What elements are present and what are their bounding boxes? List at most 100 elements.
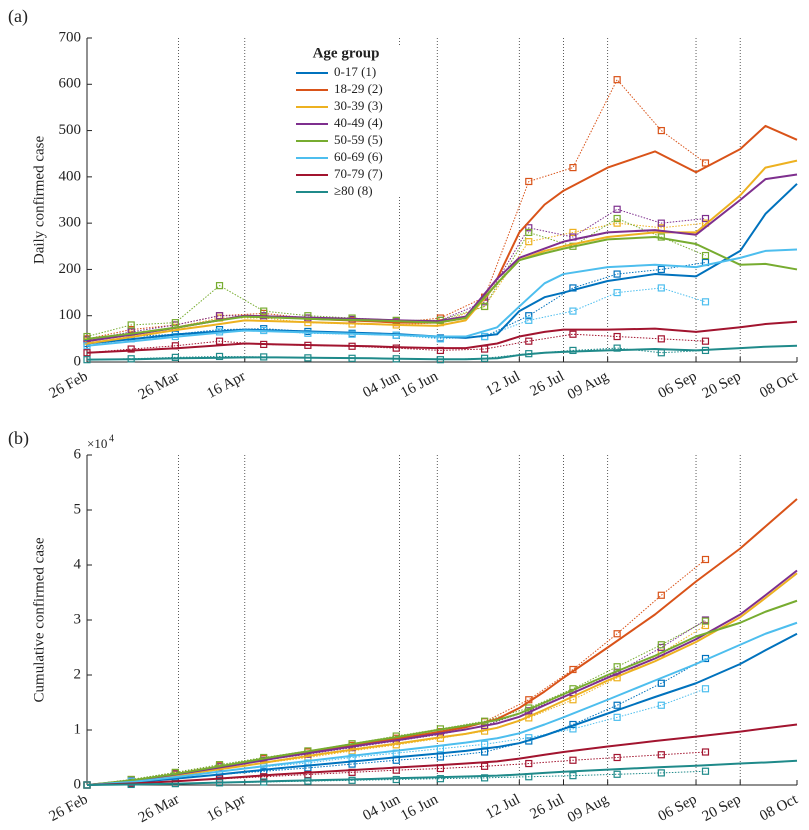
observed-marker xyxy=(701,748,710,756)
observed-marker xyxy=(613,205,621,213)
observed-marker xyxy=(657,751,665,759)
y-tick-label: 0 xyxy=(74,353,82,369)
observed-marker xyxy=(613,76,621,84)
x-tick-label: 12 Jul xyxy=(483,368,523,399)
observed-line xyxy=(86,261,706,344)
panel-label: (a) xyxy=(8,6,28,27)
observed-marker xyxy=(481,302,489,311)
observed-marker xyxy=(525,177,533,186)
observed-marker xyxy=(613,219,621,227)
observed-marker xyxy=(613,288,621,297)
observed-marker xyxy=(569,307,577,315)
observed-marker xyxy=(260,307,268,315)
observed-marker xyxy=(613,663,621,671)
observed-marker xyxy=(613,214,621,223)
y-tick-label: 700 xyxy=(59,29,82,45)
y-tick-label: 300 xyxy=(59,215,82,231)
legend-label: 60-69 (6) xyxy=(334,149,383,164)
fitted-line xyxy=(86,159,798,345)
observed-marker xyxy=(569,772,577,780)
y-tick-label: 400 xyxy=(59,168,82,184)
legend-label: 50-59 (5) xyxy=(334,132,383,147)
observed-marker xyxy=(215,352,224,361)
y-tick-label: 1 xyxy=(74,721,82,737)
observed-marker xyxy=(657,335,665,343)
observed-marker xyxy=(436,775,445,783)
x-tick-label: 04 Jun xyxy=(360,368,403,401)
observed-marker xyxy=(613,630,621,638)
observed-marker xyxy=(171,319,179,327)
observed-line xyxy=(86,625,706,786)
legend-label: 40-49 (4) xyxy=(334,115,383,130)
observed-marker xyxy=(657,679,665,687)
observed-marker xyxy=(481,762,489,770)
observed-marker xyxy=(569,164,577,172)
observed-marker xyxy=(525,316,533,324)
observed-marker xyxy=(701,337,710,345)
x-tick-label: 16 Apr xyxy=(204,791,248,824)
fitted-line xyxy=(86,621,798,786)
observed-line xyxy=(86,333,706,354)
observed-marker xyxy=(260,773,268,781)
observed-marker xyxy=(701,767,710,775)
x-tick-label: 08 Oct xyxy=(757,368,801,401)
y-axis-label: Cumulative confirmed case xyxy=(31,537,47,702)
legend-label: ≥80 (8) xyxy=(334,183,373,198)
y-tick-label: 5 xyxy=(74,501,82,517)
y-tick-label: 100 xyxy=(59,307,82,323)
y-tick-label: 3 xyxy=(74,611,82,627)
legend-label: 30-39 (3) xyxy=(334,98,383,113)
observed-marker xyxy=(525,337,533,345)
observed-marker xyxy=(127,321,135,329)
y-tick-label: 4 xyxy=(74,556,82,572)
observed-marker xyxy=(525,228,533,236)
observed-marker xyxy=(657,641,665,649)
x-tick-label: 04 Jun xyxy=(360,791,403,824)
x-tick-label: 12 Jul xyxy=(483,791,523,822)
fitted-line xyxy=(86,183,798,345)
observed-marker xyxy=(215,337,224,345)
x-tick-label: 20 Sep xyxy=(700,368,744,401)
y-axis-label: Daily confirmed case xyxy=(31,136,47,265)
legend-title: Age group xyxy=(313,45,380,61)
fitted-line xyxy=(86,569,798,786)
fitted-line xyxy=(86,236,798,340)
y-scale-base: ×10 xyxy=(87,436,107,451)
x-tick-label: 26 Jul xyxy=(527,791,567,822)
observed-marker xyxy=(613,753,621,762)
observed-marker xyxy=(525,238,533,246)
legend-label: 18-29 (2) xyxy=(334,81,383,96)
observed-marker xyxy=(215,312,224,320)
observed-marker xyxy=(657,284,665,292)
y-tick-label: 2 xyxy=(74,666,82,682)
observed-marker xyxy=(701,214,710,223)
x-tick-label: 06 Sep xyxy=(656,791,700,824)
x-tick-label: 26 Jul xyxy=(527,368,567,399)
fitted-line xyxy=(86,320,798,354)
y-tick-label: 500 xyxy=(59,122,82,138)
fitted-line xyxy=(86,344,798,361)
x-tick-label: 26 Feb xyxy=(47,791,91,824)
fitted-line xyxy=(86,572,798,786)
observed-marker xyxy=(657,591,665,599)
observed-marker xyxy=(481,774,489,782)
y-tick-label: 0 xyxy=(74,776,82,792)
observed-marker xyxy=(613,701,621,709)
observed-marker xyxy=(657,219,665,227)
x-tick-label: 20 Sep xyxy=(700,791,744,824)
observed-marker xyxy=(657,265,665,274)
fitted-line xyxy=(86,632,798,786)
observed-marker xyxy=(613,270,621,278)
observed-marker xyxy=(525,312,533,320)
observed-marker xyxy=(701,159,710,167)
observed-marker xyxy=(657,701,665,709)
x-tick-label: 26 Mar xyxy=(136,791,182,826)
legend-label: 70-79 (7) xyxy=(334,166,383,181)
observed-line xyxy=(86,620,706,786)
observed-marker xyxy=(569,330,577,338)
observed-marker xyxy=(83,332,91,341)
y-tick-label: 200 xyxy=(59,261,82,277)
observed-marker xyxy=(569,756,577,764)
observed-marker xyxy=(701,685,710,693)
